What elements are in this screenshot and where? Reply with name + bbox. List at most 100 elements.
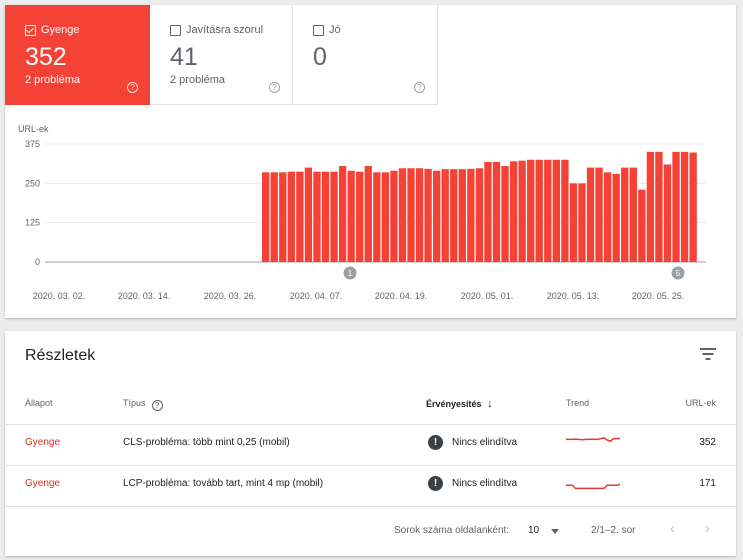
x-tick-label: 2020. 04. 07. <box>290 291 343 301</box>
annotation-label: 5 <box>676 269 681 278</box>
chart-bar <box>356 171 364 262</box>
x-tick-label: 2020. 03. 26. <box>204 291 257 301</box>
chart-bar <box>569 183 578 262</box>
details-card: Részletek Állapot Típus? Érvényesítés ↓ … <box>5 331 736 556</box>
sort-down-arrow-icon[interactable]: ↓ <box>487 398 493 410</box>
chart-bar <box>287 171 295 262</box>
help-icon[interactable]: ? <box>151 400 163 411</box>
tile-poor-count: 352 <box>25 43 67 71</box>
chart-bar <box>330 171 338 262</box>
chart-bar <box>603 172 612 262</box>
next-page-icon[interactable]: › <box>705 520 710 537</box>
url-count-chart: URL-ek 375 250 125 0 2020. 03. 02. 2020. 03. 1… <box>18 124 706 301</box>
tile-poor[interactable]: Gyenge 352 2 probléma ? <box>5 5 150 105</box>
annotation-label: 1 <box>348 269 353 278</box>
help-icon[interactable]: ? <box>269 82 280 93</box>
row-urls: 352 <box>699 437 716 448</box>
row-validation: Nincs elindítva <box>452 437 518 448</box>
chart-bar <box>407 168 415 262</box>
tile-poor-issues: 2 probléma <box>25 74 81 86</box>
tile-poor-label: Gyenge <box>41 24 80 36</box>
tile-good-count: 0 <box>313 43 327 71</box>
checkbox-needs-improvement[interactable] <box>170 25 181 36</box>
report-summary-card: Gyenge 352 2 probléma ? Javításra szorul… <box>5 5 736 318</box>
checkbox-good[interactable] <box>313 25 324 36</box>
row-type: LCP-probléma: tovább tart, mint 4 mp (mo… <box>123 478 324 489</box>
chart-bar <box>415 168 424 262</box>
chart-bar <box>501 166 509 262</box>
chart-bar <box>347 170 355 262</box>
y-tick-label: 250 <box>25 178 40 188</box>
y-tick-label: 375 <box>25 139 40 149</box>
chart-bar <box>638 189 646 262</box>
x-tick-label: 2020. 03. 02. <box>33 291 86 301</box>
details-title: Részletek <box>25 347 96 364</box>
header-validation[interactable]: Érvényesítés ↓ <box>426 398 493 410</box>
chart-bar <box>518 160 526 262</box>
chart-bar <box>313 171 321 262</box>
tile-ni-count: 41 <box>170 43 198 71</box>
chart-bar <box>338 166 347 262</box>
chart-bar <box>475 168 484 262</box>
row-validation: Nincs elindítva <box>452 478 518 489</box>
chart-bar <box>432 170 441 262</box>
help-icon[interactable]: ? <box>414 82 425 93</box>
chart-bar <box>450 169 458 262</box>
checkbox-poor[interactable] <box>25 25 36 36</box>
row-trend-sparkline <box>566 436 621 442</box>
header-urls: URL-ek <box>685 398 716 408</box>
row-type: CLS-probléma: több mint 0,25 (mobil) <box>123 437 290 448</box>
chart-bar <box>578 183 586 262</box>
chart-bar <box>535 159 543 262</box>
tile-needs-improvement[interactable]: Javításra szorul 41 2 probléma ? <box>150 5 293 105</box>
chart-bar <box>279 172 287 262</box>
chart-bar <box>458 169 466 262</box>
chart-bar <box>304 167 313 262</box>
warning-icon: ! <box>428 476 443 491</box>
chart-bar <box>561 159 569 262</box>
dropdown-arrow-icon[interactable] <box>551 529 559 534</box>
tile-good-label: Jó <box>329 24 341 36</box>
chart-bar <box>612 173 620 262</box>
chart-bar <box>390 170 398 262</box>
sparkline-path <box>566 483 621 490</box>
chart-bar <box>672 151 680 262</box>
chart-bar <box>509 161 518 262</box>
chart-bar <box>441 169 449 262</box>
annotation-marker <box>343 266 357 280</box>
help-icon[interactable]: ? <box>127 82 138 93</box>
chart-bar <box>262 172 270 262</box>
y-axis-label: URL-ek <box>18 124 49 134</box>
pagination-range: 2/1–2. sor <box>591 525 636 536</box>
header-type: Típus? <box>123 398 163 411</box>
prev-page-icon[interactable]: ‹ <box>670 520 675 537</box>
x-tick-label: 2020. 03. 14. <box>118 291 171 301</box>
chart-bar <box>655 151 663 262</box>
x-tick-label: 2020. 05. 13. <box>547 291 600 301</box>
chart-bar <box>586 167 595 262</box>
chart-bar <box>381 172 390 262</box>
rows-per-page-select[interactable]: 10 <box>528 525 540 536</box>
tile-ni-issues: 2 probléma <box>170 74 226 86</box>
header-trend: Trend <box>566 398 590 408</box>
chart-bar <box>492 161 501 262</box>
row-status: Gyenge <box>25 437 61 448</box>
tile-good[interactable]: Jó 0 ? <box>293 5 438 105</box>
x-tick-label: 2020. 04. 19. <box>375 291 428 301</box>
chart-bar <box>424 168 432 262</box>
rows-per-page-label: Sorok száma oldalanként: <box>394 525 510 536</box>
row-trend-sparkline <box>566 483 621 490</box>
chart-bar <box>544 159 552 262</box>
header-status: Állapot <box>25 398 53 408</box>
chart-bar <box>680 151 689 262</box>
chart-bar <box>373 172 381 262</box>
warning-icon: ! <box>428 435 443 450</box>
chart-bar <box>646 151 655 262</box>
filter-icon[interactable] <box>700 348 716 360</box>
chart-bar <box>364 166 372 262</box>
x-tick-label: 2020. 05. 25. <box>632 291 685 301</box>
x-tick-label: 2020. 05. 01. <box>461 291 514 301</box>
chart-bar <box>467 168 475 262</box>
chart-bar <box>629 167 637 262</box>
chart-bar <box>484 161 492 262</box>
